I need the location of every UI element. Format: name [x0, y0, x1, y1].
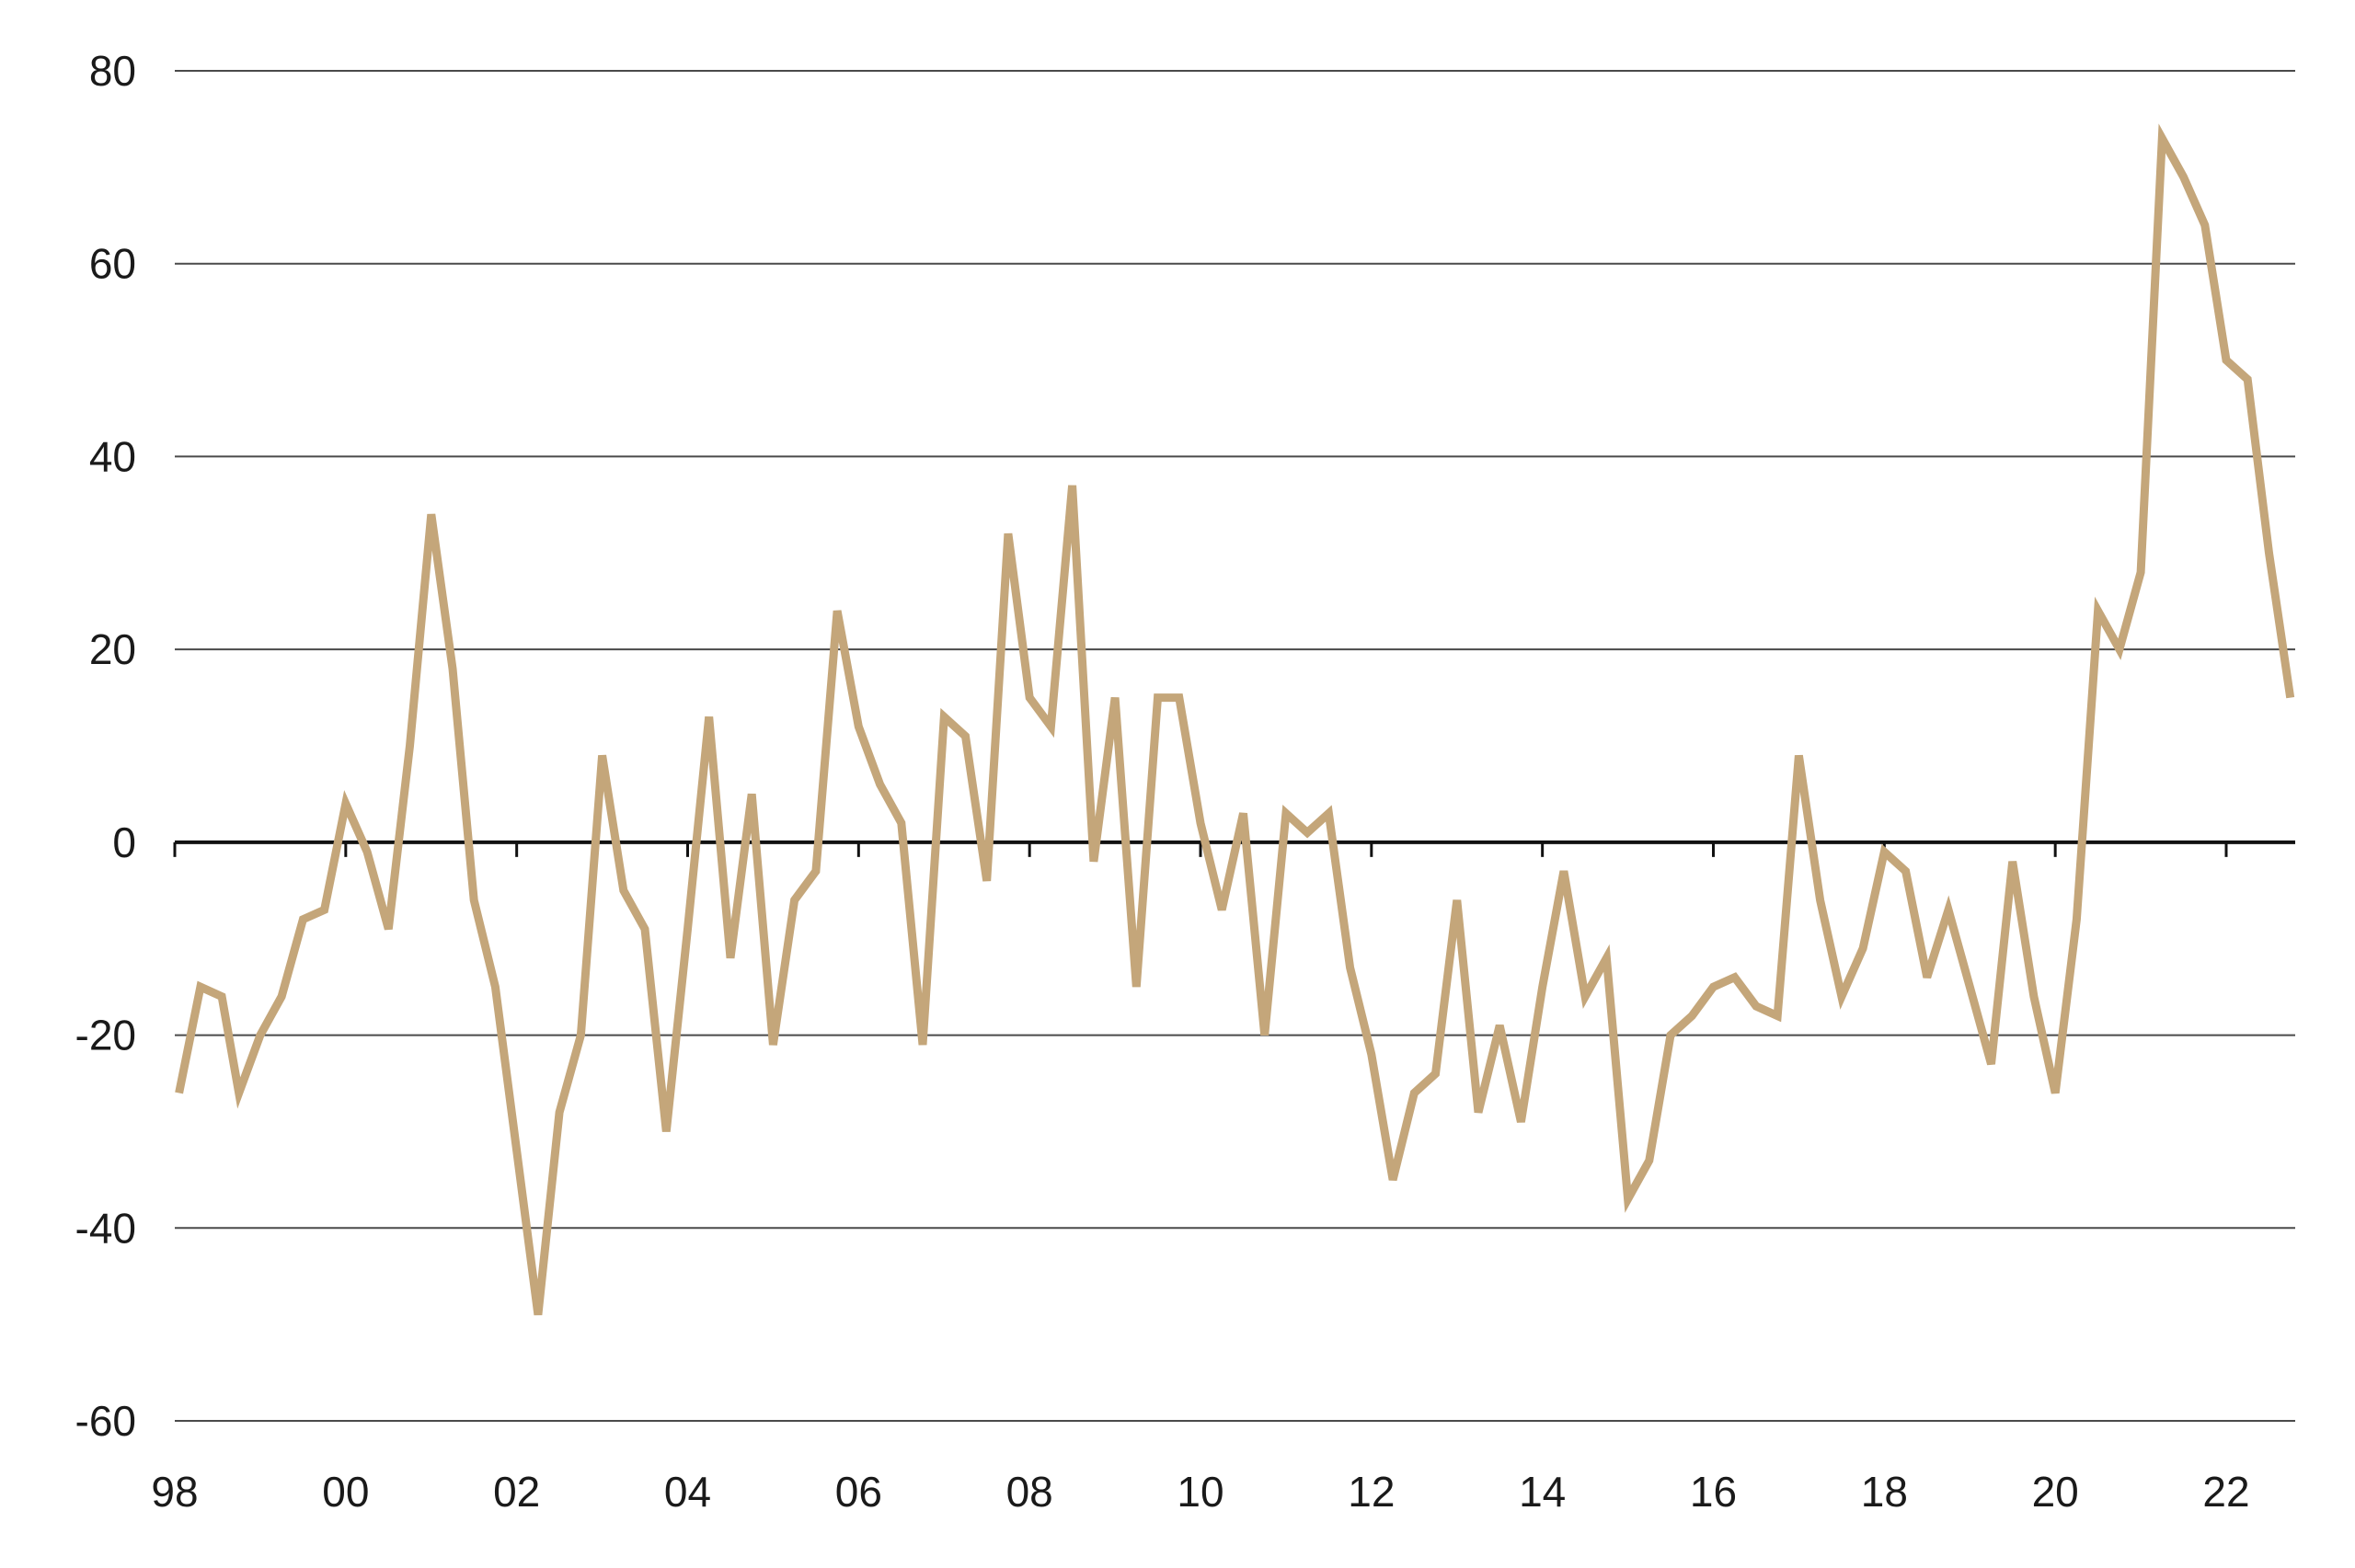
y-tick-label--60: -60 — [75, 1397, 136, 1445]
x-axis-tick-labels: 98 00 02 04 06 08 10 12 14 16 18 20 22 — [151, 1468, 2249, 1516]
x-tick-label-00: 00 — [322, 1468, 369, 1516]
x-tick-label-14: 14 — [1519, 1468, 1566, 1516]
x-tick-label-22: 22 — [2202, 1468, 2249, 1516]
x-tick-label-02: 02 — [493, 1468, 540, 1516]
x-tick-label-98: 98 — [151, 1468, 198, 1516]
y-axis-tick-labels: 80 60 40 20 0 -20 -40 -60 — [75, 47, 136, 1445]
y-tick-label-0: 0 — [112, 818, 136, 866]
y-tick-label--20: -20 — [75, 1012, 136, 1059]
x-tick-label-06: 06 — [835, 1468, 882, 1516]
x-tick-label-16: 16 — [1690, 1468, 1737, 1516]
y-tick-label-80: 80 — [89, 47, 136, 95]
x-tick-label-10: 10 — [1177, 1468, 1223, 1516]
y-tick-label--40: -40 — [75, 1204, 136, 1252]
y-tick-label-60: 60 — [89, 240, 136, 288]
x-tick-label-08: 08 — [1006, 1468, 1053, 1516]
x-tick-label-20: 20 — [2032, 1468, 2079, 1516]
gridlines — [175, 70, 2295, 1422]
series-group — [175, 123, 2295, 1316]
y-tick-label-20: 20 — [89, 625, 136, 673]
x-tick-label-04: 04 — [664, 1468, 711, 1516]
x-axis-ticks — [173, 841, 2228, 857]
x-tick-label-12: 12 — [1348, 1468, 1395, 1516]
series-line-0 — [175, 123, 2295, 1316]
y-tick-label-40: 40 — [89, 432, 136, 480]
x-tick-label-18: 18 — [1861, 1468, 1908, 1516]
